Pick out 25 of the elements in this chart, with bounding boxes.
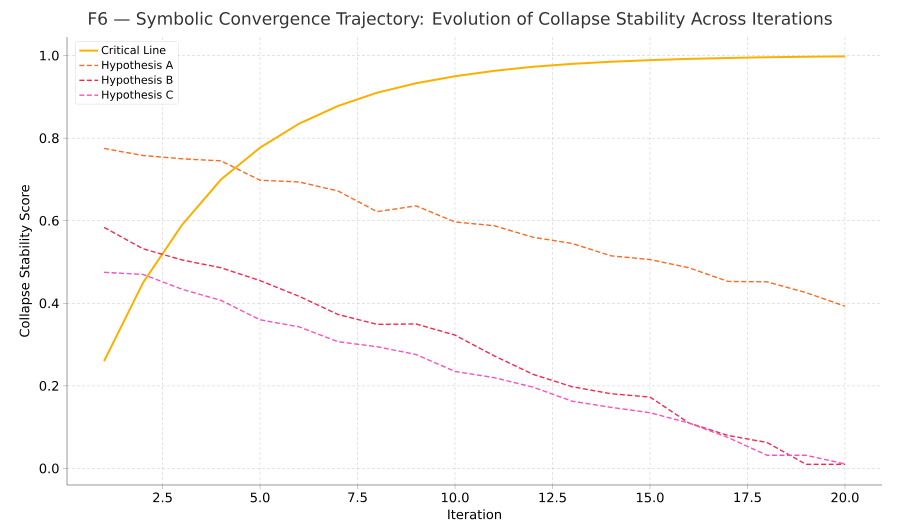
y-tick-label: 0.6 [40,216,59,226]
x-tick-label: 7.5 [348,492,367,502]
y-tick-label: 0.0 [40,464,59,474]
y-axis-title: Collapse Stability Score [19,185,32,337]
x-axis-title: Iteration [448,509,501,520]
line-series [103,226,846,466]
legend-label: Hypothesis B [102,75,172,86]
x-tick-label: 20.0 [831,492,859,502]
line-series [103,55,846,362]
x-tick-label: 2.5 [153,492,172,502]
legend-label: Hypothesis C [102,90,173,101]
line-series [103,148,846,307]
chart-title: F6 — Symbolic Convergence Trajectory: Evolution of Collapse Stability Across Iterations [89,12,832,28]
y-tick-label: 0.4 [40,298,59,308]
y-tick-label: 0.2 [40,380,58,391]
x-tick-label: 5.0 [250,492,270,502]
y-tick-label: 1.0 [40,50,59,60]
x-tick-label: 10.0 [442,492,469,502]
legend-label: Critical Line [102,46,166,54]
x-tick-label: 15.0 [636,492,664,502]
line-series [103,272,846,465]
legend-label: Hypothesis A [102,60,174,72]
x-tick-label: 17.5 [734,492,761,502]
x-tick-label: 12.5 [539,492,566,502]
y-tick-label: 0.8 [40,133,59,144]
